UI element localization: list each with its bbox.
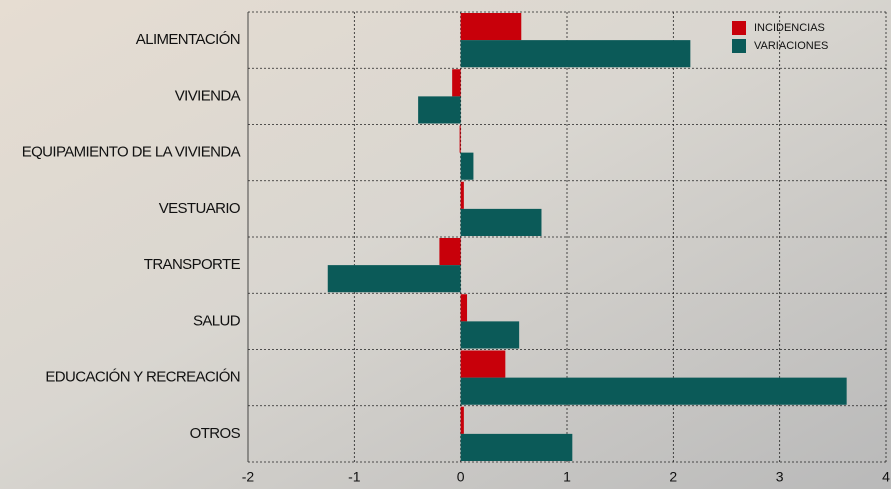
- bar: [460, 321, 520, 349]
- x-tick-label: -1: [348, 469, 361, 485]
- category-label: VESTUARIO: [159, 200, 240, 217]
- category-label: SALUD: [193, 312, 241, 329]
- bar: [460, 433, 573, 461]
- bar: [439, 238, 461, 266]
- bar: [418, 96, 461, 124]
- bar: [460, 406, 464, 434]
- category-label: EDUCACIÓN Y RECREACIÓN: [45, 369, 240, 386]
- legend-label: VARIACIONES: [754, 40, 828, 52]
- x-tick-label: 2: [669, 469, 677, 485]
- x-tick-label: -2: [242, 469, 255, 485]
- bar: [460, 208, 542, 236]
- category-label: TRANSPORTE: [144, 256, 241, 273]
- bar: [460, 377, 847, 405]
- x-tick-label: 1: [563, 469, 571, 485]
- bar: [459, 125, 461, 153]
- bar: [460, 181, 464, 209]
- x-tick-label: 3: [776, 469, 784, 485]
- legend-swatch: [732, 21, 746, 35]
- category-label: EQUIPAMIENTO DE LA VIVIENDA: [22, 144, 241, 161]
- bar: [460, 13, 522, 41]
- bar: [460, 350, 506, 378]
- category-label: ALIMENTACIÓN: [136, 31, 240, 48]
- category-label: OTROS: [190, 425, 241, 442]
- bar: [460, 40, 691, 68]
- bar: [327, 265, 461, 293]
- bar: [460, 294, 468, 322]
- bar: [452, 69, 461, 97]
- category-label: VIVIENDA: [175, 87, 241, 104]
- x-tick-label: 0: [457, 469, 465, 485]
- legend-label: INCIDENCIAS: [754, 22, 825, 34]
- x-tick-label: 4: [882, 469, 890, 485]
- legend-swatch: [732, 39, 746, 53]
- bar: [460, 152, 474, 180]
